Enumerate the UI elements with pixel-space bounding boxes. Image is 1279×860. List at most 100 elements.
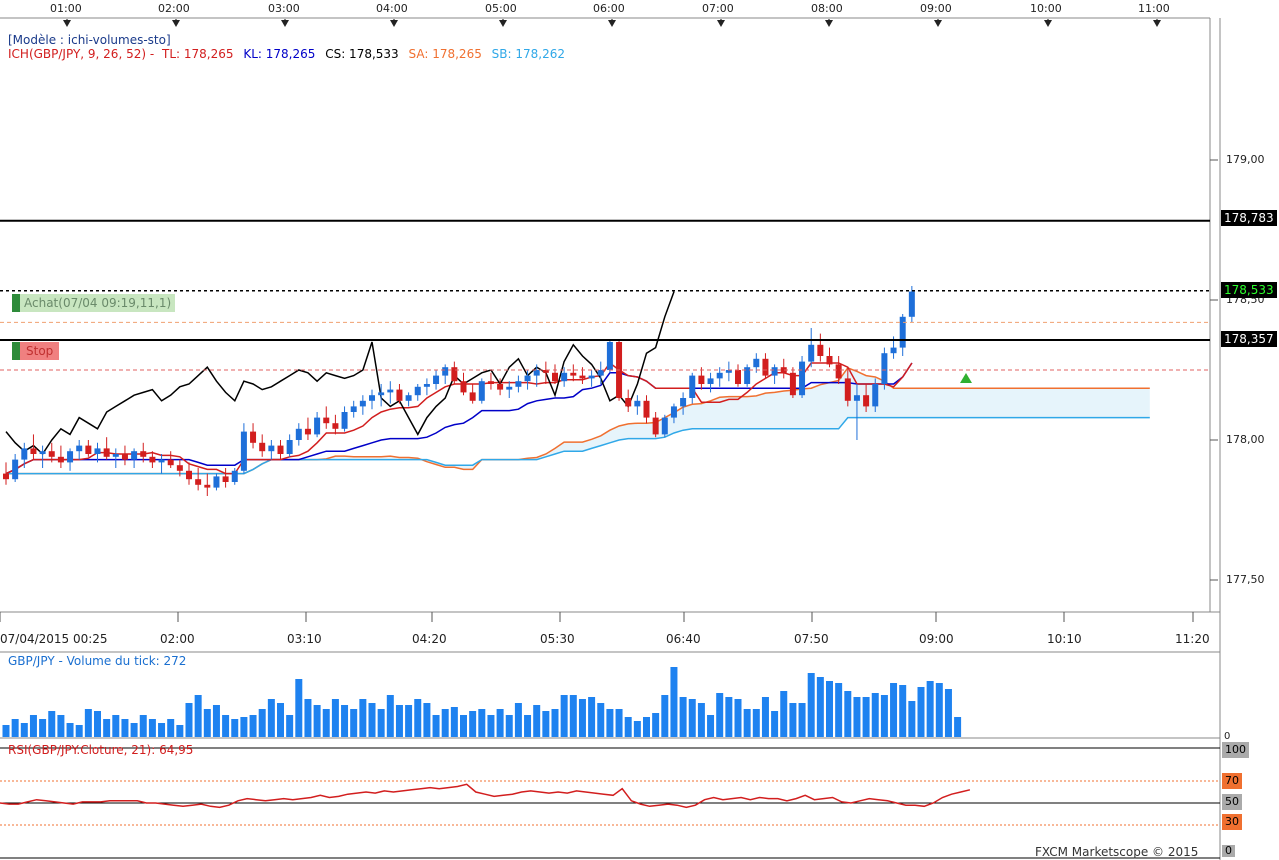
candle-body (863, 395, 870, 407)
volume-bar (313, 705, 321, 737)
volume-bar (57, 715, 65, 737)
volume-bar (121, 719, 129, 737)
volume-bar (222, 715, 230, 737)
candle-body (579, 375, 586, 379)
candle-body (442, 367, 449, 376)
candle-body (634, 400, 641, 407)
candle-body (67, 451, 74, 463)
tenkan-line (5, 361, 913, 475)
candle-body (698, 375, 705, 384)
volume-axis-zero: 0 (1224, 731, 1231, 742)
candle-body (808, 344, 815, 362)
candle-body (414, 386, 421, 396)
candle-body (167, 459, 174, 466)
model-label: [Modèle : ichi-volumes-sto] (8, 33, 171, 47)
volume-bar (441, 709, 449, 737)
candle-body (716, 372, 723, 379)
volume-bar (835, 683, 843, 737)
volume-bar (66, 723, 74, 737)
candle-body (908, 291, 915, 317)
volume-bar (322, 709, 330, 737)
candle-body (561, 372, 568, 382)
chikou-value: CS: 178,533 (325, 47, 399, 61)
volume-bar (130, 723, 138, 737)
top-axis-marker (499, 20, 507, 27)
top-time-label: 02:00 (158, 2, 190, 15)
volume-bar (615, 709, 623, 737)
volume-bar (926, 681, 934, 737)
volume-bar (249, 715, 257, 737)
volume-bar (533, 705, 541, 737)
candle-body (826, 356, 833, 365)
candle-body (85, 445, 92, 454)
candle-body (515, 381, 522, 387)
candle-body (369, 395, 375, 401)
volume-bar (816, 677, 824, 737)
bottom-time-label: 04:20 (412, 632, 447, 646)
top-time-axis: 01:00 02:00 03:00 04:00 05:00 06:00 07:0… (0, 0, 1279, 18)
candle-body (753, 358, 760, 368)
volume-bar (487, 715, 495, 737)
senkou-b-value: SB: 178,262 (491, 47, 566, 61)
volume-bar (212, 705, 220, 737)
candle-body (396, 389, 403, 401)
volume-bar (11, 719, 19, 737)
top-time-label: 05:00 (485, 2, 517, 15)
candle-body (231, 470, 238, 482)
stop-order-label[interactable]: Stop (12, 342, 60, 360)
volume-bar (158, 723, 166, 737)
candle-body (844, 378, 851, 401)
top-time-label: 08:00 (811, 2, 843, 15)
volume-bar (350, 709, 358, 737)
buy-order-label[interactable]: Achat(07/04 09:19,11,1) (12, 294, 176, 312)
candle-body (48, 451, 55, 457)
candle-body (240, 431, 247, 471)
candle-body (295, 428, 302, 440)
volume-bar (697, 703, 705, 737)
candle-body (542, 370, 549, 373)
candle-body (506, 386, 513, 390)
top-time-label: 06:00 (593, 2, 625, 15)
rsi-level-30: 30 (1222, 814, 1242, 830)
volume-bar (853, 697, 861, 737)
candle-body (204, 484, 211, 488)
candle-body (643, 400, 650, 418)
volume-bar (679, 697, 687, 737)
candle-body (762, 358, 769, 376)
candle-body (625, 398, 632, 407)
volume-panel-title: GBP/JPY - Volume du tick: 272 (8, 654, 187, 668)
volume-bar (505, 715, 513, 737)
candle-body (817, 344, 824, 356)
candle-body (735, 370, 741, 384)
price-axis-label: 177,50 (1226, 573, 1265, 586)
candle-body (76, 445, 83, 452)
volume-bar (606, 709, 614, 737)
candle-body (30, 448, 37, 454)
volume-bar (167, 719, 175, 737)
volume-bar (112, 715, 120, 737)
volume-bar (551, 709, 559, 737)
top-axis-marker (1153, 20, 1161, 27)
bottom-time-label: 07:50 (794, 632, 829, 646)
volume-bar (890, 683, 898, 737)
volume-bar (944, 689, 952, 737)
top-time-label: 11:00 (1138, 2, 1170, 15)
volume-bar (761, 697, 769, 737)
candle-body (12, 459, 19, 480)
volume-bar (359, 699, 367, 737)
kijun-line (5, 362, 913, 475)
buy-order-text: Achat(07/04 09:19,11,1) (20, 294, 176, 312)
candle-body (478, 381, 485, 401)
volume-bar (39, 719, 47, 737)
volume-bar (707, 715, 715, 737)
candle-body (39, 451, 46, 454)
candle-body (689, 375, 696, 398)
volume-bar (633, 721, 641, 737)
rsi-level-100: 100 (1222, 742, 1249, 758)
senkou-b-line (6, 416, 1150, 475)
footer-copyright: FXCM Marketscope © 2015 (1035, 845, 1199, 859)
volume-bar (789, 703, 797, 737)
volume-bar (203, 709, 211, 737)
volume-bar (652, 713, 660, 737)
